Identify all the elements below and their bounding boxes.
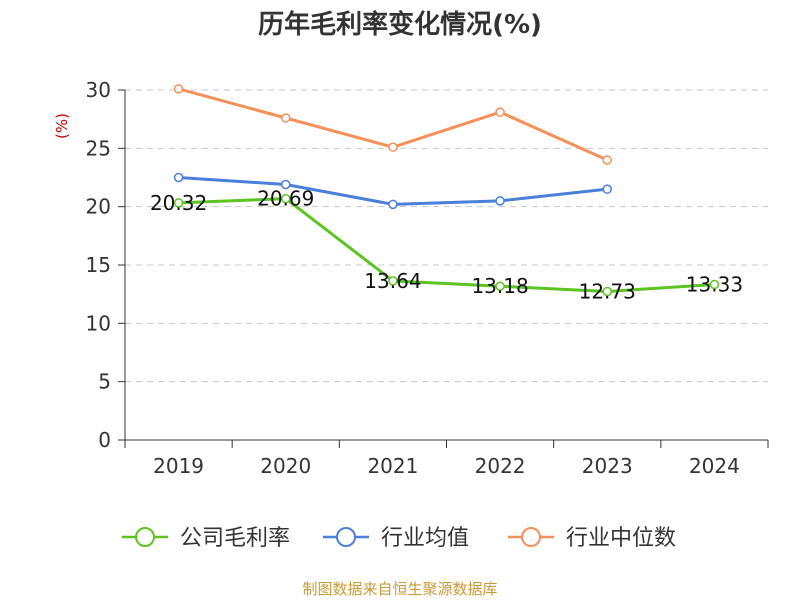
legend-marker [135, 527, 155, 547]
data-point [281, 193, 291, 204]
data-point [495, 196, 505, 206]
data-label: 20.32 [150, 191, 207, 215]
data-label: 12.73 [579, 279, 636, 303]
data-point [495, 107, 505, 117]
legend-label: 行业中位数 [566, 526, 676, 551]
data-point [281, 179, 291, 190]
legend-label: 公司毛利率 [180, 526, 290, 551]
data-point [495, 281, 505, 291]
data-label: 13.18 [471, 274, 528, 298]
legend-label: 行业均值 [381, 526, 469, 551]
y-tick-label: 10 [86, 311, 111, 335]
grid-lines [125, 89, 768, 383]
data-point [602, 286, 612, 297]
x-tick-label: 2020 [260, 454, 311, 478]
data-point [602, 184, 612, 194]
y-tick-label: 25 [86, 136, 111, 160]
x-tick-label: 2021 [367, 454, 418, 478]
data-point [709, 279, 720, 290]
y-tick-label: 15 [86, 253, 111, 277]
series-line-0 [178, 197, 715, 293]
x-tick-label: 2022 [475, 454, 526, 478]
data-point [173, 84, 184, 94]
data-point [173, 198, 184, 208]
data-point [388, 199, 398, 210]
legend-marker [336, 527, 356, 547]
data-label: 13.33 [686, 272, 743, 296]
y-tick-label: 30 [86, 78, 111, 102]
axes: 0 5 10 15 20 25 30 2019 2020 2021 2022 2023 2024 [86, 78, 769, 478]
data-point [173, 172, 184, 183]
x-tick-label: 2023 [582, 454, 633, 478]
data-point [281, 113, 291, 123]
y-tick-label: 0 [98, 428, 111, 452]
source-note: 制图数据来自恒生聚源数据库 [302, 580, 498, 598]
data-point [388, 276, 398, 286]
chart-title: 历年毛利率变化情况(%) [258, 10, 542, 40]
series-lines [173, 84, 720, 297]
x-tick-label: 2019 [153, 454, 204, 478]
y-tick-label: 20 [86, 195, 111, 219]
y-axis-label: (%) [53, 113, 71, 139]
legend-marker [521, 527, 541, 547]
data-label: 20.69 [257, 187, 314, 211]
data-labels: 20.32 20.69 13.64 13.18 12.73 13.33 [150, 187, 743, 304]
data-point [388, 142, 398, 152]
x-tick-label: 2024 [689, 454, 740, 478]
data-label: 13.64 [364, 269, 421, 293]
data-point [602, 155, 612, 165]
legend: 公司毛利率 行业均值 行业中位数 [122, 526, 676, 551]
y-tick-label: 5 [98, 370, 111, 394]
